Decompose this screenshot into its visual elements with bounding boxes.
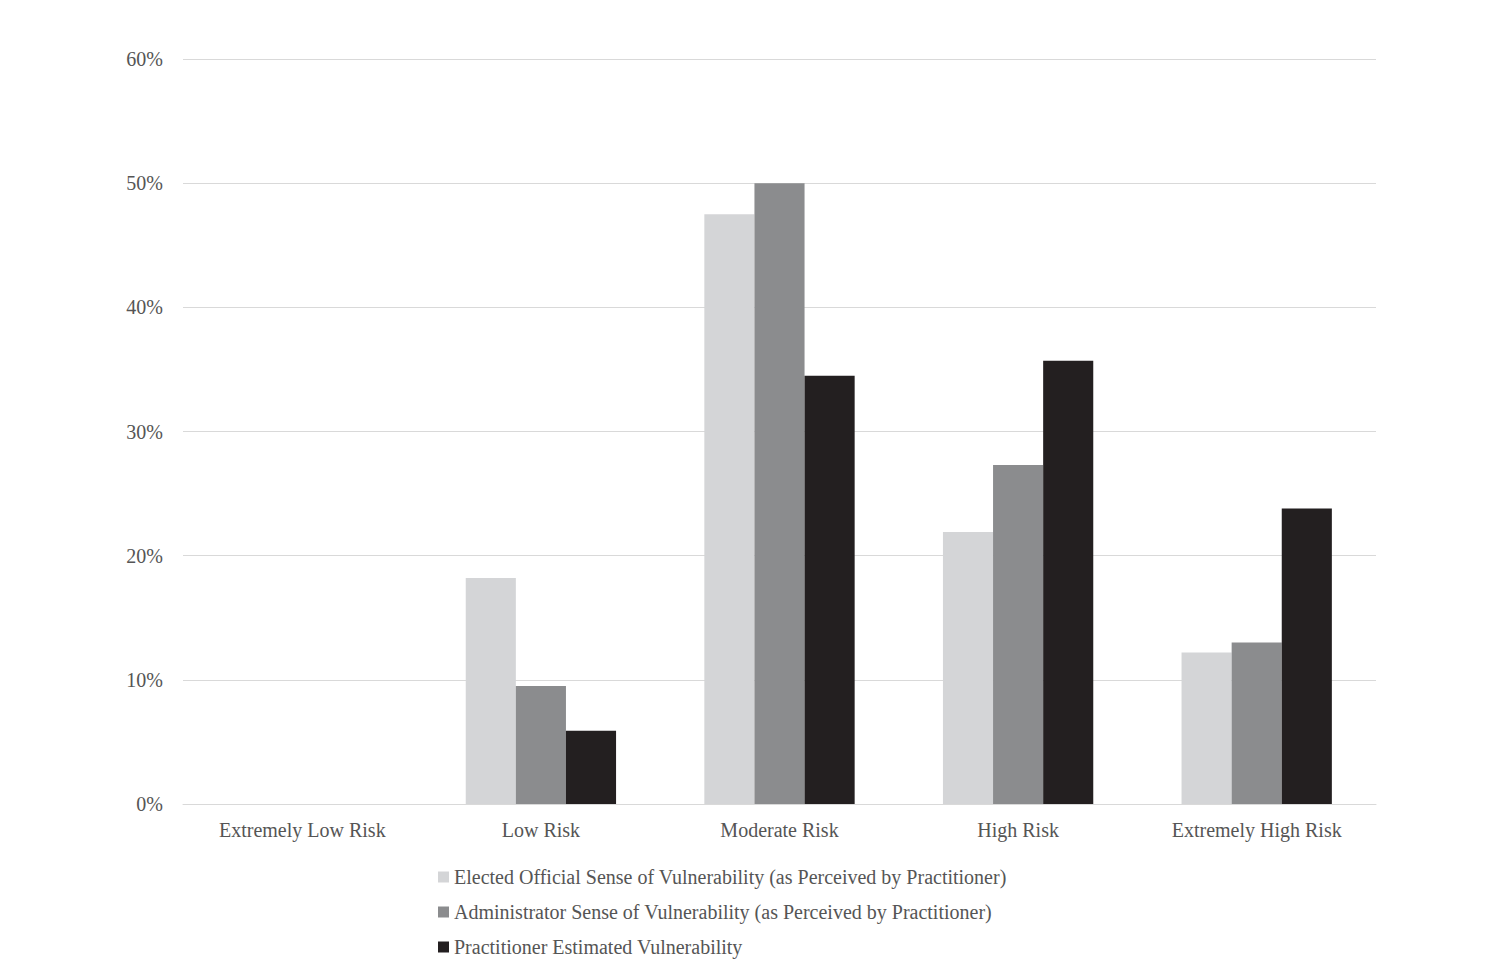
svg-text:40%: 40%: [126, 296, 163, 318]
svg-text:Practitioner Estimated Vulnera: Practitioner Estimated Vulnerability: [454, 936, 742, 959]
svg-text:60%: 60%: [126, 48, 163, 70]
svg-text:Elected Official Sense of Vuln: Elected Official Sense of Vulnerability …: [454, 866, 1006, 889]
svg-text:Extremely Low Risk: Extremely Low Risk: [219, 819, 386, 842]
svg-text:Extremely High Risk: Extremely High Risk: [1172, 819, 1342, 842]
svg-text:30%: 30%: [126, 421, 163, 443]
svg-text:10%: 10%: [126, 669, 163, 691]
svg-text:20%: 20%: [126, 545, 163, 567]
svg-text:50%: 50%: [126, 172, 163, 194]
svg-text:Administrator Sense of Vulnera: Administrator Sense of Vulnerability (as…: [454, 901, 992, 924]
svg-text:0%: 0%: [136, 793, 163, 815]
svg-text:Low Risk: Low Risk: [502, 819, 580, 841]
svg-text:High Risk: High Risk: [977, 819, 1059, 842]
svg-text:Moderate Risk: Moderate Risk: [720, 819, 838, 841]
